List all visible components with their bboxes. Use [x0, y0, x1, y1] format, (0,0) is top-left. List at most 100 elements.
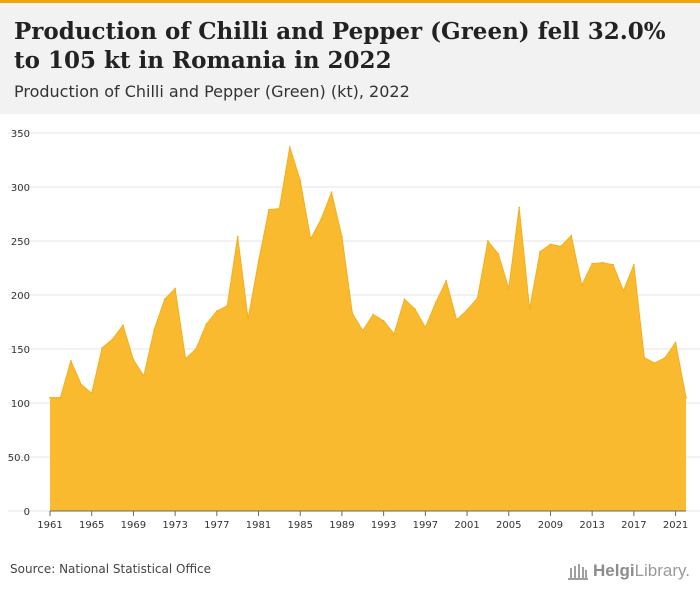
data-point: [455, 318, 458, 321]
data-point: [476, 297, 479, 300]
data-point: [288, 146, 291, 148]
series-line: [50, 146, 687, 399]
data-point: [122, 324, 124, 327]
data-point: [414, 308, 416, 310]
data-point: [372, 313, 375, 316]
data-point: [580, 284, 583, 287]
x-tick-label: 2017: [621, 520, 646, 531]
data-point: [111, 338, 114, 341]
data-point: [351, 312, 354, 315]
data-point: [247, 317, 249, 320]
x-tick-label: 1989: [329, 520, 354, 531]
y-tick-label: 250: [11, 237, 30, 248]
data-point: [257, 260, 260, 263]
y-tick-label: 200: [11, 291, 30, 302]
logo-dot: .: [685, 561, 690, 580]
data-point: [226, 304, 229, 307]
data-point: [622, 289, 625, 292]
data-point: [236, 235, 239, 238]
data-point: [674, 341, 677, 344]
area-fill: [50, 147, 686, 511]
data-point: [309, 237, 312, 240]
data-point: [153, 328, 156, 331]
data-point: [215, 310, 218, 313]
data-point: [320, 218, 322, 221]
x-tick-label: 2001: [454, 520, 479, 531]
data-point: [445, 280, 448, 282]
x-tick-label: 1961: [37, 520, 62, 531]
data-point: [539, 250, 541, 253]
y-tick-label: 50.0: [8, 453, 30, 464]
chart-header: Production of Chilli and Pepper (Green) …: [0, 3, 700, 114]
data-point: [570, 234, 573, 237]
data-point: [434, 301, 437, 304]
data-point: [393, 332, 395, 335]
x-tick-label: 2009: [538, 520, 563, 531]
data-point: [424, 326, 427, 329]
y-tick-label: 0: [24, 507, 30, 518]
data-point: [559, 245, 562, 248]
data-point: [497, 253, 500, 255]
data-point: [632, 263, 635, 266]
data-point: [487, 240, 489, 242]
y-tick-label: 150: [11, 345, 30, 356]
x-tick-label: 2013: [579, 520, 604, 531]
data-point: [163, 298, 166, 301]
chart-subtitle: Production of Chilli and Pepper (Green) …: [14, 82, 410, 101]
y-tick-label: 350: [11, 129, 30, 140]
chart-area: 0 50.0 100 150 200 250 300 350 1961 1965 1969 1973…: [0, 118, 700, 548]
data-point: [361, 329, 364, 332]
data-point: [90, 392, 93, 395]
data-point: [403, 298, 406, 301]
data-point: [601, 261, 604, 264]
x-tick-label: 1981: [246, 520, 271, 531]
data-point: [591, 262, 594, 265]
x-axis: 1961 1965 1969 1973 1977 1981 1985 1989 1993 1997…: [37, 510, 688, 531]
logo-text-primary: Helgi: [593, 561, 635, 580]
data-point: [299, 179, 302, 182]
data-point: [549, 243, 552, 246]
data-point: [507, 287, 510, 290]
data-point: [685, 396, 687, 399]
data-point: [195, 348, 197, 350]
x-tick-label: 1977: [204, 520, 229, 531]
y-tick-label: 300: [11, 183, 30, 194]
logo-text-secondary: Library: [634, 561, 686, 580]
series-layer: [49, 146, 687, 511]
data-point: [101, 347, 104, 349]
helgi-library-logo[interactable]: HelgiLibrary.: [567, 558, 690, 584]
data-point: [142, 375, 145, 377]
x-tick-label: 1993: [371, 520, 396, 531]
x-tick-label: 1973: [162, 520, 187, 531]
source-note: Source: National Statistical Office: [10, 562, 212, 576]
data-point: [69, 359, 72, 362]
data-point: [174, 287, 177, 290]
data-point: [643, 356, 646, 359]
data-point: [664, 356, 667, 359]
data-point: [382, 320, 385, 322]
x-tick-label: 1969: [121, 520, 146, 531]
chart-title: Production of Chilli and Pepper (Green) …: [14, 18, 666, 74]
data-point: [612, 263, 614, 266]
library-building-icon: [568, 564, 588, 580]
data-point: [528, 308, 531, 310]
top-accent-bar: [0, 0, 700, 3]
data-point: [184, 357, 187, 360]
data-point: [653, 362, 656, 364]
x-tick-label: 1997: [413, 520, 438, 531]
data-point: [278, 207, 281, 210]
data-point: [205, 323, 208, 326]
data-point: [59, 396, 62, 399]
data-point: [49, 396, 51, 399]
area-chart: 0 50.0 100 150 200 250 300 350 1961 1965 1969 1973…: [8, 129, 700, 531]
x-tick-label: 2021: [663, 520, 688, 531]
data-point: [341, 235, 343, 238]
x-tick-label: 2005: [496, 520, 521, 531]
data-point: [80, 383, 83, 386]
x-tick-label: 1965: [79, 520, 104, 531]
y-axis-labels: 0 50.0 100 150 200 250 300 350: [8, 129, 30, 518]
data-point: [518, 206, 521, 209]
data-point: [330, 191, 333, 194]
data-point: [268, 208, 270, 211]
data-point: [132, 358, 135, 361]
